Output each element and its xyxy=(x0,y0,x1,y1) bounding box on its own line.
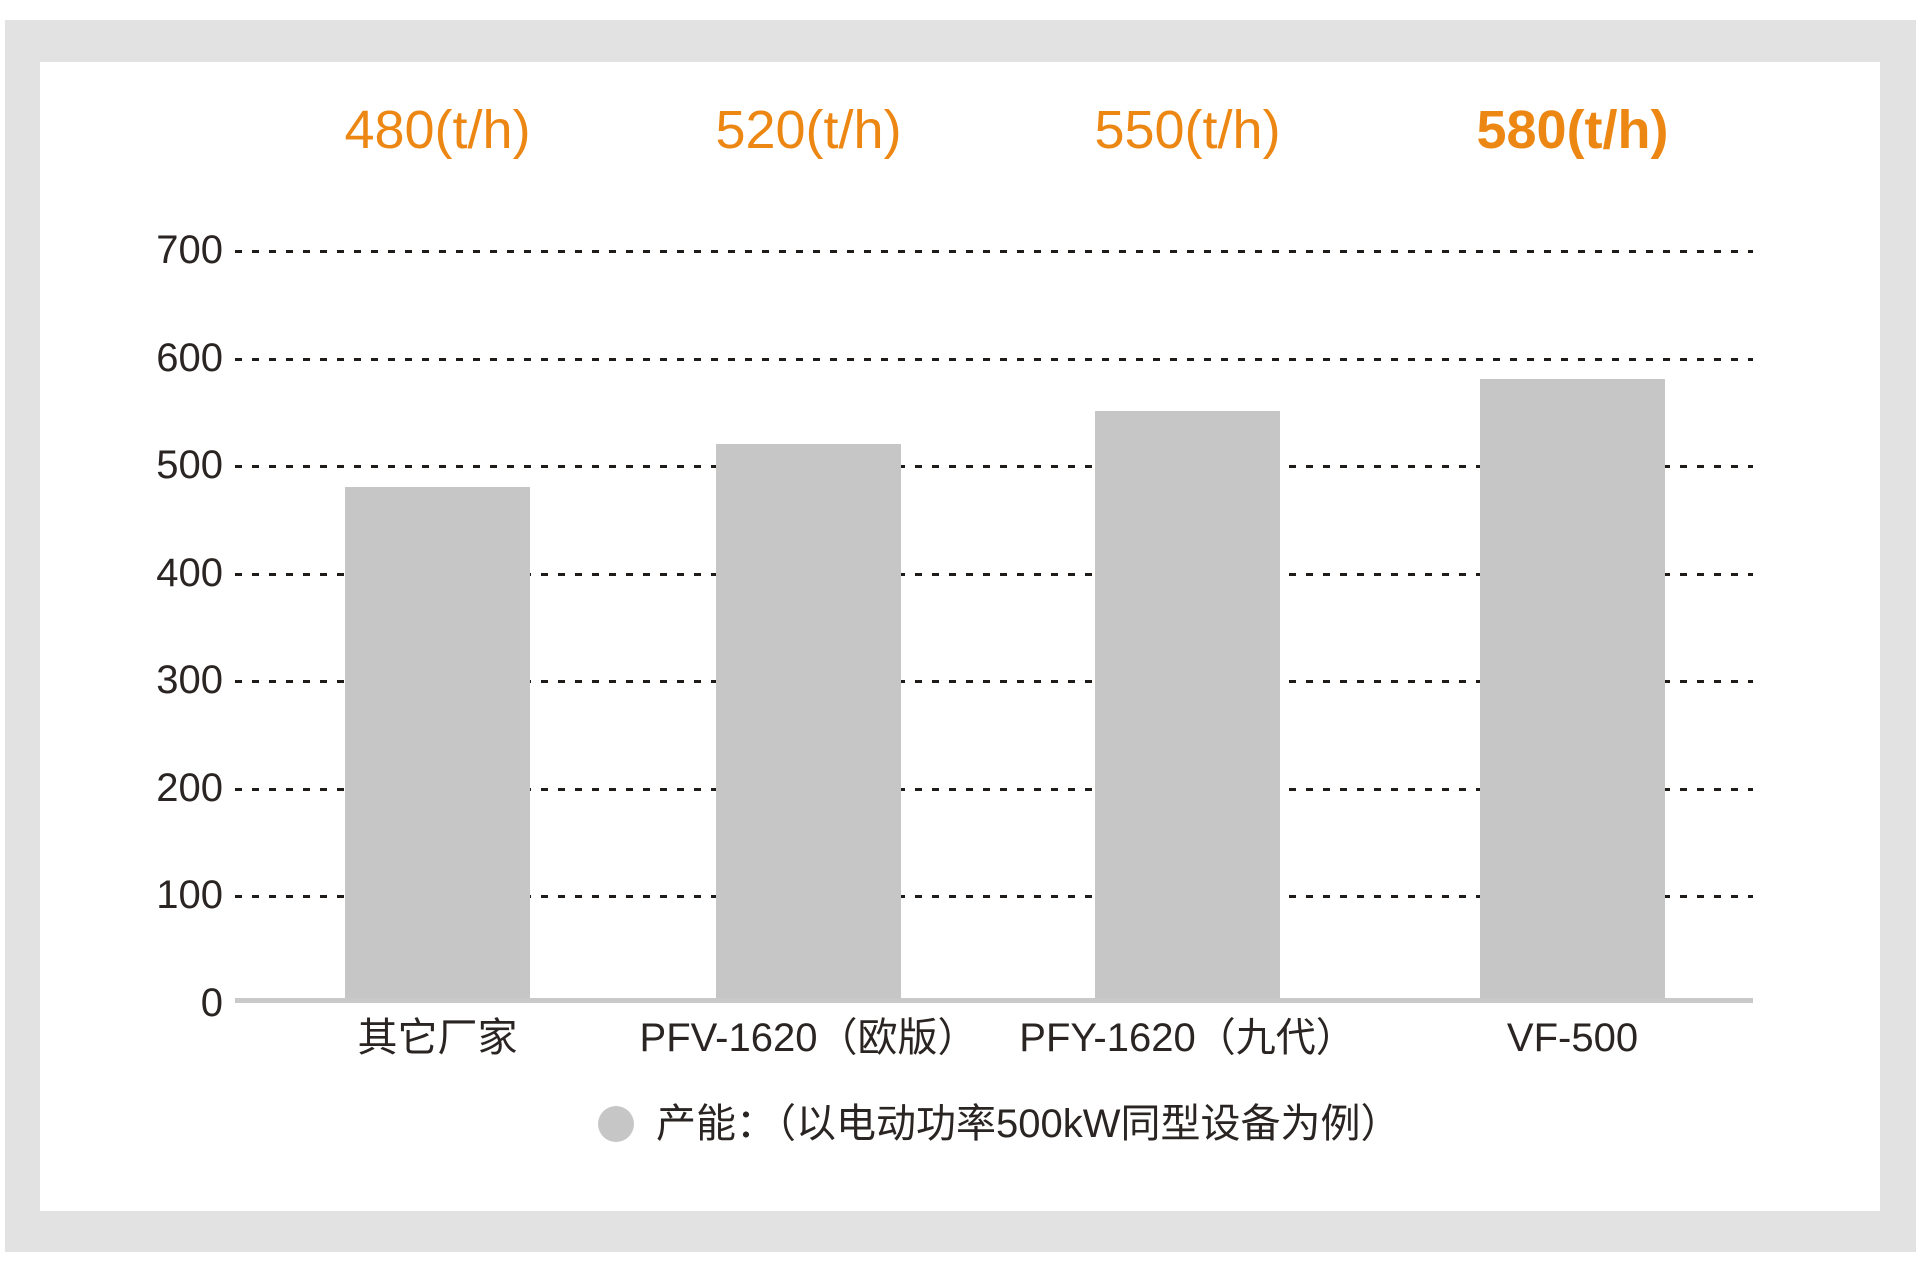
x-axis-labels: 其它厂家 PFV-1620（欧版） PFY-1620（九代） VF-500 xyxy=(235,1010,1753,1070)
y-axis-labels: 700 600 500 400 300 200 100 0 xyxy=(40,62,223,1211)
legend-circle-icon xyxy=(598,1106,634,1142)
x-tick-label: PFY-1620（九代） xyxy=(1019,1016,1356,1060)
legend: 产能：（以电动功率500kW同型设备为例） xyxy=(598,1100,1401,1148)
value-label-VF-500: 580(t/h) xyxy=(1476,100,1669,160)
gridline-300 xyxy=(235,680,1753,684)
bar-VF-500 xyxy=(1480,379,1665,1003)
plot-area xyxy=(235,250,1753,1003)
value-label-PFY-1620（九代）: 550(t/h) xyxy=(1094,100,1281,160)
x-tick-label: PFV-1620（欧版） xyxy=(639,1016,978,1060)
x-tick-label: VF-500 xyxy=(1506,1016,1639,1060)
gridline-400 xyxy=(235,572,1753,576)
value-labels-row: 480(t/h) 520(t/h) 550(t/h) 580(t/h) xyxy=(235,98,1753,168)
y-tick-label: 200 xyxy=(156,765,223,810)
gridline-600 xyxy=(235,357,1753,361)
y-tick-label: 400 xyxy=(156,550,223,595)
gridline-100 xyxy=(235,895,1753,899)
x-tick-label: 其它厂家 xyxy=(357,1016,518,1060)
bar-其它厂家 xyxy=(345,486,530,1003)
legend-label: 产能：（以电动功率500kW同型设备为例） xyxy=(656,1102,1401,1146)
y-tick-label: 300 xyxy=(156,658,223,703)
y-tick-label: 500 xyxy=(156,443,223,488)
y-tick-label: 0 xyxy=(200,981,223,1025)
value-label-其它厂家: 480(t/h) xyxy=(344,100,531,160)
gridline-200 xyxy=(235,787,1753,791)
x-axis-line xyxy=(235,998,1753,1003)
y-tick-label: 100 xyxy=(156,873,223,918)
bar-PFY-1620（九代） xyxy=(1095,411,1280,1003)
gridline-500 xyxy=(235,465,1753,469)
gridline-700 xyxy=(235,250,1753,253)
bar-PFV-1620（欧版） xyxy=(716,443,901,1003)
y-tick-label: 700 xyxy=(156,228,223,272)
chart-panel: 480(t/h) 520(t/h) 550(t/h) 580(t/h) 700 600 5… xyxy=(40,62,1880,1211)
value-label-PFV-1620（欧版）: 520(t/h) xyxy=(715,100,902,160)
y-tick-label: 600 xyxy=(156,335,223,380)
